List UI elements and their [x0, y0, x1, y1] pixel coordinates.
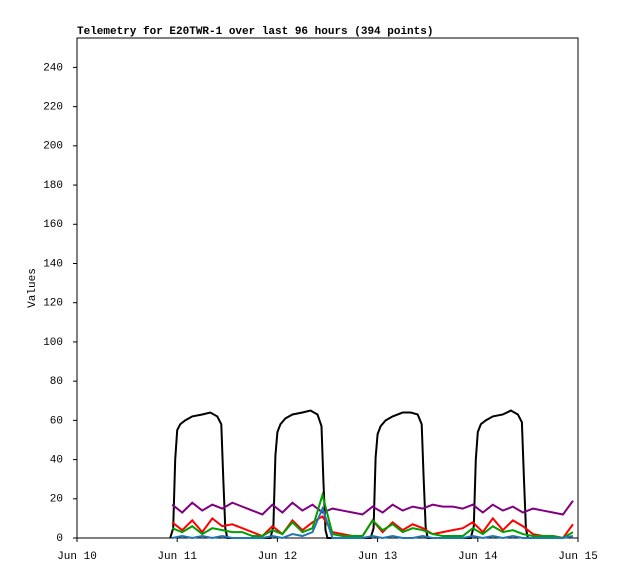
y-axis-label: Values [27, 268, 39, 308]
y-tick-label: 60 [50, 415, 63, 427]
y-tick-label: 200 [43, 141, 63, 153]
y-tick-label: 240 [43, 62, 63, 74]
y-tick-label: 40 [50, 454, 63, 466]
x-tick-label: Jun 13 [358, 551, 398, 563]
y-tick-label: 0 [56, 533, 63, 545]
x-tick-label: Jun 14 [458, 551, 498, 563]
x-tick-label: Jun 12 [258, 551, 298, 563]
y-tick-label: 100 [43, 337, 63, 349]
y-tick-label: 80 [50, 376, 63, 388]
y-tick-label: 180 [43, 180, 63, 192]
series-line [171, 505, 574, 540]
y-tick-label: 160 [43, 219, 63, 231]
series-line [171, 500, 574, 516]
x-tick-label: Jun 15 [558, 551, 598, 563]
y-tick-label: 140 [43, 258, 63, 270]
y-tick-label: 20 [50, 494, 63, 506]
chart-title: Telemetry for E20TWR-1 over last 96 hour… [77, 26, 433, 38]
y-tick-label: 220 [43, 102, 63, 114]
y-tick-label: 120 [43, 298, 63, 310]
x-tick-label: Jun 10 [57, 551, 97, 563]
series-line [171, 491, 574, 540]
x-tick-label: Jun 11 [157, 551, 197, 563]
